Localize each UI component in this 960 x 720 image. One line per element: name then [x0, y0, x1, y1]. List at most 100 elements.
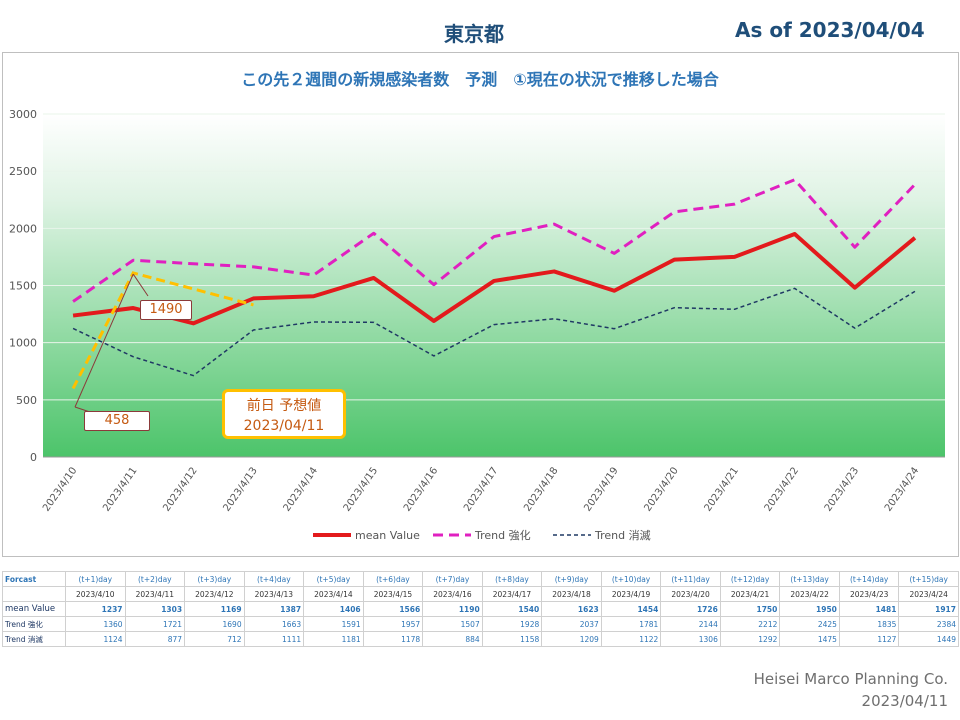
table-cell: (t+3)day: [184, 571, 245, 587]
table-cell: 2023/4/11: [124, 586, 186, 602]
y-tick-label: 500: [16, 394, 37, 407]
row-label: [2, 586, 66, 602]
y-tick-label: 1000: [9, 337, 37, 350]
row-label: Trend 消滅: [2, 631, 66, 647]
table-cell: 1190: [422, 601, 483, 617]
table-cell: (t+9)day: [541, 571, 602, 587]
previous-forecast-label: 前日 予想値: [246, 398, 322, 414]
table-header-row: Forcast (t+1)day (t+2)day (t+3)day (t+4)day(…: [2, 571, 959, 587]
table-cell: 1169: [184, 601, 245, 617]
footer-date: 2023/04/11: [861, 692, 948, 710]
x-tick-label: 2023/4/18: [522, 465, 560, 513]
table-cell: 1209: [541, 631, 602, 647]
table-cell: 2425: [779, 616, 840, 632]
region-title: 東京都: [444, 22, 504, 46]
table-cell: 2023/4/20: [660, 586, 721, 602]
table-cell: 1237: [65, 601, 126, 617]
row-label: Trend 強化: [2, 616, 66, 632]
table-row: Trend 強化 1360 1721 1690 1663 1591 1957 1507 1928…: [2, 616, 959, 632]
x-tick-label: 2023/4/14: [282, 465, 320, 513]
table-cell: 2023/4/14: [303, 586, 364, 602]
table-cell: 1181: [303, 631, 364, 647]
annotation-pointer: [74, 273, 134, 408]
table-cell: 1481: [838, 601, 900, 617]
y-tick-label: 0: [30, 451, 37, 464]
table-date-row: 2023/4/10 2023/4/11 2023/4/12 2023/4/13 2023…: [2, 586, 959, 602]
table-cell: 1387: [243, 601, 305, 617]
table-cell: 2023/4/12: [184, 586, 245, 602]
table-cell: (t+13)day: [779, 571, 840, 587]
row-label: mean Value: [2, 601, 66, 617]
x-tick-label: 2023/4/24: [883, 465, 921, 513]
x-tick-label: 2023/4/20: [642, 465, 680, 513]
annotation-1490: 1490: [140, 300, 192, 320]
table-cell: 1750: [719, 601, 781, 617]
row-label: Forcast: [2, 571, 66, 587]
table-cell: 884: [422, 631, 483, 647]
x-tick-label: 2023/4/13: [221, 465, 259, 513]
table-cell: 2023/4/23: [838, 586, 900, 602]
table-cell: (t+10)day: [600, 571, 662, 587]
table-cell: 2023/4/19: [600, 586, 662, 602]
table-cell: 1124: [65, 631, 126, 647]
table-cell: 1591: [303, 616, 364, 632]
y-tick-label: 2000: [9, 222, 37, 235]
table-cell: 1406: [303, 601, 364, 617]
x-tick-label: 2023/4/19: [582, 465, 620, 513]
table-cell: 1950: [779, 601, 840, 617]
table-cell: 1663: [243, 616, 305, 632]
previous-forecast-date: 2023/04/11: [243, 418, 325, 434]
annotation-pointer: [132, 273, 149, 297]
previous-forecast-box: 前日 予想値 2023/04/11: [222, 389, 346, 439]
table-cell: 877: [124, 631, 186, 647]
table-cell: 2023/4/15: [362, 586, 424, 602]
as-of-date: As of 2023/04/04: [735, 18, 925, 42]
x-tick-label: 2023/4/11: [101, 465, 139, 513]
table-cell: 2023/4/17: [481, 586, 543, 602]
x-tick-label: 2023/4/16: [402, 465, 440, 513]
table-cell: (t+12)day: [719, 571, 781, 587]
table-row: Trend 消滅 1124 877 712 1111 1181 1178 884 1158 120…: [2, 631, 959, 647]
table-cell: 2023/4/16: [422, 586, 483, 602]
table-cell: 2023/4/18: [541, 586, 602, 602]
chart-title: この先２週間の新規感染者数 予測 ①現在の状況で推移した場合: [241, 70, 720, 89]
legend-label: mean Value: [355, 529, 420, 542]
table-cell: (t+8)day: [481, 571, 543, 587]
x-tick-label: 2023/4/10: [41, 465, 79, 513]
table-cell: 1449: [898, 631, 959, 647]
table-cell: (t+2)day: [124, 571, 186, 587]
footer-company: Heisei Marco Planning Co.: [753, 670, 948, 688]
table-cell: (t+5)day: [303, 571, 364, 587]
table-cell: 2144: [660, 616, 721, 632]
table-cell: 2384: [898, 616, 959, 632]
x-tick-label: 2023/4/15: [342, 465, 380, 513]
table-cell: 1566: [362, 601, 424, 617]
x-tick-label: 2023/4/17: [462, 465, 500, 513]
table-cell: (t+11)day: [660, 571, 721, 587]
series-line-trend-down: [72, 287, 916, 377]
table-cell: 1122: [600, 631, 662, 647]
table-cell: 1540: [481, 601, 543, 617]
table-cell: 1690: [184, 616, 245, 632]
table-cell: 2023/4/10: [65, 586, 126, 602]
table-cell: 1475: [779, 631, 840, 647]
table-cell: 712: [184, 631, 245, 647]
table-cell: 1957: [362, 616, 424, 632]
y-tick-label: 3000: [9, 108, 37, 121]
series-line-trend-up: [72, 178, 917, 303]
table-cell: 1623: [541, 601, 602, 617]
table-cell: (t+7)day: [422, 571, 483, 587]
legend-label: Trend 強化: [474, 528, 531, 542]
table-cell: 1726: [660, 601, 721, 617]
series-line-mean: [72, 232, 917, 326]
table-cell: 1306: [660, 631, 721, 647]
table-cell: 1781: [600, 616, 662, 632]
table-cell: 1928: [481, 616, 543, 632]
x-tick-label: 2023/4/23: [823, 465, 861, 513]
x-tick-label: 2023/4/22: [763, 465, 801, 513]
table-cell: 2212: [719, 616, 781, 632]
y-tick-label: 2500: [9, 165, 37, 178]
table-cell: 2037: [541, 616, 602, 632]
forecast-chart: この先２週間の新規感染者数 予測 ①現在の状況で推移した場合 0 500 1000 1…: [9, 70, 945, 542]
table-cell: 2023/4/24: [898, 586, 959, 602]
